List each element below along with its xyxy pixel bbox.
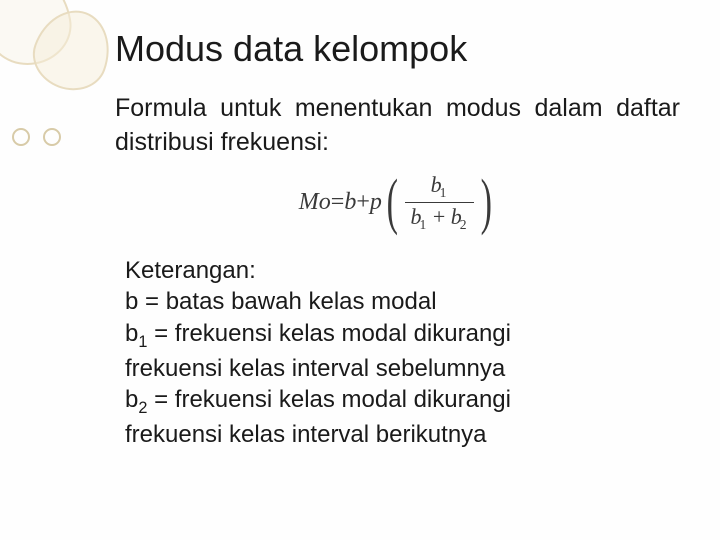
formula-lhs: Mo [299,189,331,216]
slide-subtitle: Formula untuk menentukan modus dalam daf… [115,92,680,160]
decor-rings [0,128,61,146]
ring-icon [43,128,61,146]
explain-b: b = batas bawah kelas modal [125,286,680,317]
formula-plus: + [356,189,370,216]
den-right-sub: 2 [460,217,467,232]
den-plus: + [427,204,450,229]
b1-text: = frekuensi kelas modal dikurangi [147,320,511,347]
formula-b: b [344,189,356,216]
slide-title: Modus data kelompok [115,28,680,70]
formula-block: Mo = b + p ( b1 b1 + b2 ) [115,172,680,234]
b1-var: b [125,320,138,347]
fraction-numerator: b1 [425,172,454,202]
ring-icon [12,128,30,146]
explain-b1-cont: frekuensi kelas interval sebelumnya [125,353,680,384]
num-sub: 1 [440,185,447,200]
b2-text: = frekuensi kelas modal dikurangi [147,386,511,413]
explain-header: Keterangan: [125,255,680,286]
explain-b2: b2 = frekuensi kelas modal dikurangi [125,384,680,419]
leaf-shape [24,0,122,100]
b2-var: b [125,386,138,413]
leaf-shape [0,0,78,72]
modus-formula: Mo = b + p ( b1 b1 + b2 ) [299,172,496,234]
corner-decoration [0,0,120,130]
explanation-block: Keterangan: b = batas bawah kelas modal … [125,255,680,450]
fraction-denominator: b1 + b2 [405,202,474,233]
formula-equals: = [331,189,345,216]
explain-b2-cont: frekuensi kelas interval berikutnya [125,419,680,450]
formula-fraction: b1 b1 + b2 [405,172,474,234]
slide-content: Modus data kelompok Formula untuk menent… [115,28,680,450]
explain-b1: b1 = frekuensi kelas modal dikurangi [125,318,680,353]
den-left-sub: 1 [420,217,427,232]
formula-p: p [370,189,382,216]
